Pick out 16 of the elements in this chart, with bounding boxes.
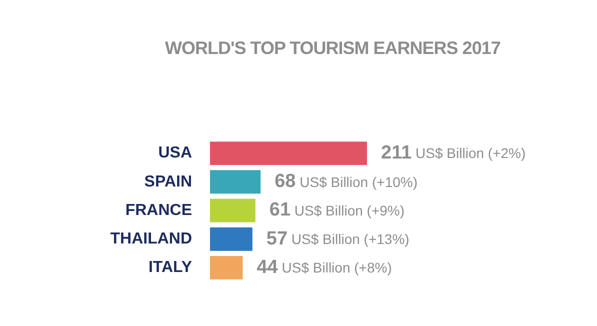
y-tick-label: SPAIN	[144, 173, 192, 190]
data-label: 61 US$ Billion (+9%)	[269, 200, 405, 221]
y-tick-label: ITALY	[148, 259, 192, 276]
y-tick-label: FRANCE	[125, 202, 192, 219]
y-tick-label: USA	[158, 144, 192, 162]
y-tick-label: THAILAND	[110, 230, 192, 248]
bar	[210, 227, 252, 251]
data-label: 44 US$ Billion (+8%)	[256, 256, 392, 278]
bar	[210, 198, 256, 222]
bar	[210, 256, 243, 280]
data-label: 211 US$ Billion (+2%)	[381, 142, 526, 164]
data-label: 68 US$ Billion (+10%)	[274, 171, 418, 192]
data-label: 57 US$ Billion (+13%)	[266, 228, 410, 250]
chart-title: WORLD'S TOP TOURISM EARNERS 2017	[165, 38, 500, 59]
bar	[210, 170, 261, 194]
bar	[210, 142, 367, 166]
